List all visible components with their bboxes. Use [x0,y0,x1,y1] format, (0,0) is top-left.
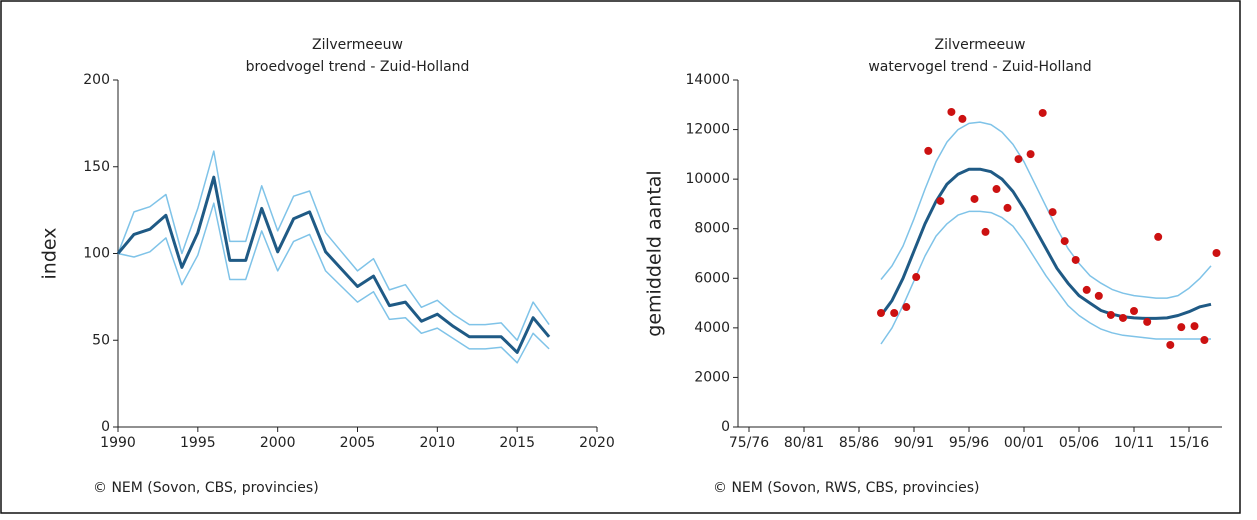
y-tick-label: 6000 [694,270,730,286]
y-tick-label: 0 [721,419,730,435]
chart-subtitle: broedvogel trend - Zuid-Holland [246,59,470,75]
x-tick-label: 90/91 [894,435,934,451]
data-point [1106,310,1115,319]
data-point [1130,307,1138,316]
frame [0,0,1241,514]
trend-line [879,167,1212,320]
data-point [890,308,899,317]
data-point [924,146,933,155]
trend-line [880,210,1211,345]
x-tick-label: 05/06 [1059,435,1099,451]
trend-line [880,121,1212,299]
y-tick-label: 8000 [694,221,730,237]
data-point [1212,249,1221,258]
data-point [958,114,967,123]
chart-title: Zilvermeeuw [935,37,1026,53]
y-tick-label: 0 [101,419,110,435]
data-point [1082,285,1091,294]
source-note: © NEM (Sovon, CBS, provincies) [93,480,319,496]
chart-title: Zilvermeeuw [312,37,403,53]
data-point [1014,155,1023,164]
x-tick-label: 10/11 [1114,435,1154,451]
source-note: © NEM (Sovon, RWS, CBS, provincies) [713,480,979,496]
data-point [1177,323,1186,332]
x-tick-label: 1990 [100,435,136,451]
y-tick-label: 2000 [694,369,730,385]
x-tick-label: 80/81 [784,435,824,451]
data-point [1026,150,1035,159]
y-tick-label: 4000 [694,320,730,336]
x-tick-label: 15/16 [1169,435,1209,451]
data-point [1200,336,1209,345]
x-tick-label: 00/01 [1004,435,1044,451]
data-point [936,196,945,205]
x-tick-label: 2005 [340,435,376,451]
data-point [912,273,921,282]
y-axis-label: gemiddeld aantal [644,170,666,336]
y-tick-label: 200 [83,72,110,88]
x-tick-label: 2000 [260,435,296,451]
data-point [1048,208,1057,217]
x-tick-label: 2010 [420,435,456,451]
data-point [1166,340,1175,349]
data-point [947,107,956,116]
y-tick-label: 100 [83,246,110,262]
y-tick-label: 150 [83,159,110,175]
data-point [970,194,979,203]
x-tick-label: 85/86 [839,435,879,451]
data-point [981,227,990,236]
x-tick-label: 1995 [180,435,216,451]
y-axis-label: index [39,228,61,280]
data-point [1154,232,1163,241]
data-point [902,303,911,312]
data-point [1094,291,1103,300]
y-tick-label: 10000 [685,171,730,187]
chart-subtitle: watervogel trend - Zuid-Holland [868,59,1091,75]
data-point [1119,313,1127,322]
y-tick-label: 50 [92,332,110,348]
trend-line [116,175,551,354]
x-tick-label: 75/76 [729,435,769,451]
x-tick-label: 95/96 [949,435,989,451]
data-point [1143,317,1152,326]
data-point [1190,322,1199,331]
data-point [1060,237,1069,246]
trend-line [117,150,550,342]
data-point [1071,255,1080,264]
x-tick-label: 2020 [579,435,615,451]
data-point [877,308,885,317]
y-tick-label: 14000 [685,72,730,88]
trend-line [117,202,550,364]
y-tick-label: 12000 [685,122,730,138]
data-point [1038,108,1047,117]
data-point [1003,203,1012,212]
x-tick-label: 2015 [499,435,535,451]
data-point [992,185,1001,194]
